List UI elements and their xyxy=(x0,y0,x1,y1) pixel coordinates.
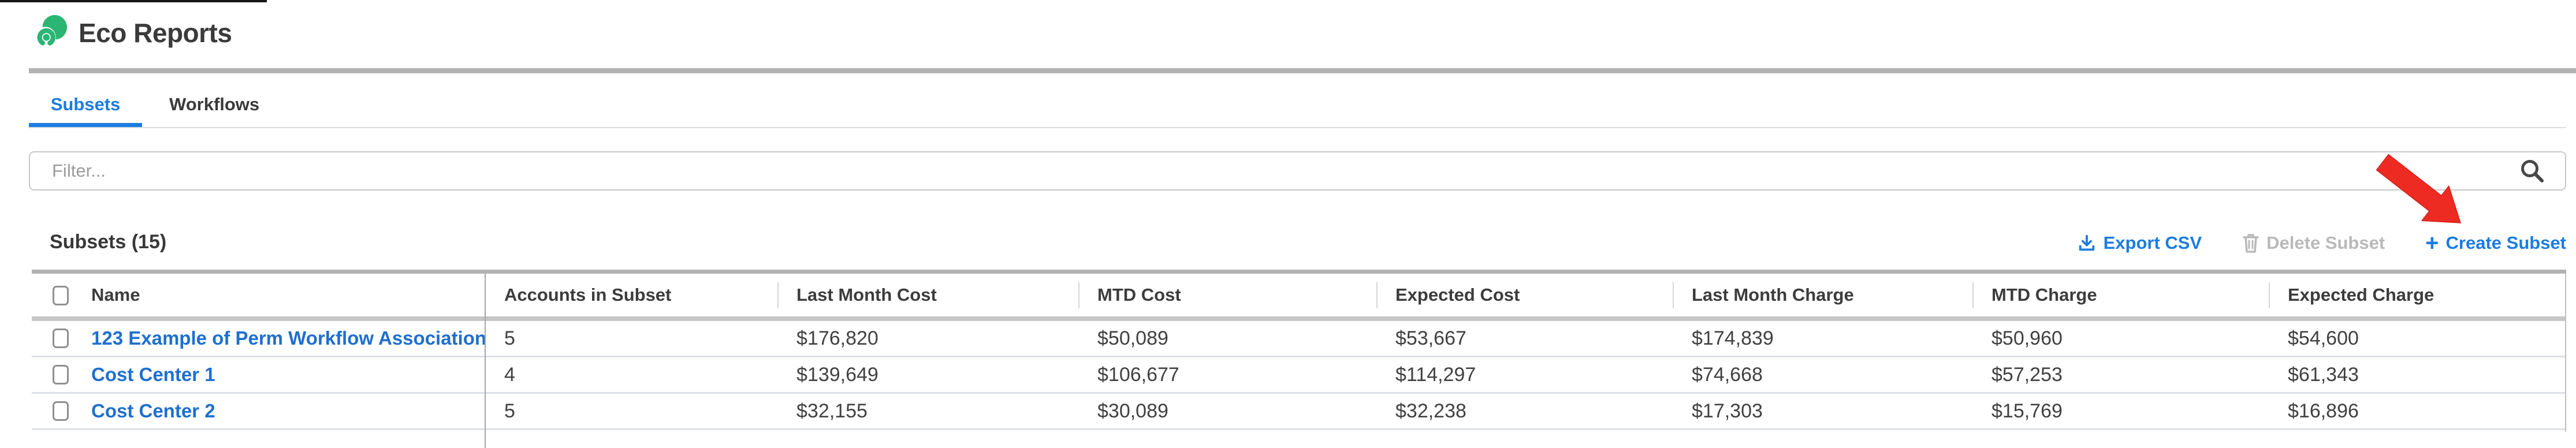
column-header-accounts-in-subset[interactable]: Accounts in Subset xyxy=(504,285,672,305)
cell-mtd-charge: $50,960 xyxy=(1991,327,2063,349)
filter-input[interactable] xyxy=(30,152,2519,189)
column-header-expected-cost[interactable]: Expected Cost xyxy=(1395,285,1520,305)
column-header-mtd-cost[interactable]: MTD Cost xyxy=(1097,285,1181,305)
cell-last-month-charge: $174,839 xyxy=(1692,327,1774,349)
annotation-arrow-icon xyxy=(2376,154,2461,223)
eco-logo-icon xyxy=(34,14,68,48)
cell-mtd-charge: $57,253 xyxy=(1991,363,2063,386)
column-header-last-month-cost[interactable]: Last Month Cost xyxy=(796,285,937,305)
pinned-column-divider xyxy=(485,274,486,448)
cell-accounts: 5 xyxy=(504,400,515,422)
cell-last-month-charge: $17,303 xyxy=(1692,400,1763,422)
cell-mtd-charge: $15,769 xyxy=(1991,400,2063,422)
cell-mtd-cost: $106,677 xyxy=(1097,363,1179,386)
subset-name-link[interactable]: 123 Example of Perm Workflow Association xyxy=(91,327,485,349)
table-top-border xyxy=(32,270,2566,274)
subsets-count-heading: Subsets (15) xyxy=(50,231,167,253)
header-column-resize-handle[interactable] xyxy=(777,282,779,308)
row-checkbox-cell xyxy=(32,401,91,421)
cell-expected-charge: $54,600 xyxy=(2288,327,2359,349)
tab-workflows[interactable]: Workflows xyxy=(169,94,260,114)
cell-last-month-cost: $32,155 xyxy=(796,400,868,422)
page-title: Eco Reports xyxy=(79,18,232,48)
tabs-divider xyxy=(29,127,2566,128)
cell-name: Cost Center 2 xyxy=(91,400,485,422)
delete-subset-label: Delete Subset xyxy=(2266,233,2385,253)
table-header-row: Name Accounts in Subset Last Month Cost … xyxy=(32,274,2566,316)
trash-icon xyxy=(2243,234,2259,253)
column-header-last-month-charge[interactable]: Last Month Charge xyxy=(1692,285,1854,305)
cell-name: Cost Center 1 xyxy=(91,364,485,386)
create-subset-label: Create Subset xyxy=(2445,233,2566,253)
table-actions: Export CSV Delete Subset + Create Subset xyxy=(2077,230,2566,256)
create-subset-button[interactable]: + Create Subset xyxy=(2425,230,2566,256)
cell-last-month-cost: $139,649 xyxy=(796,363,878,386)
table-body: 123 Example of Perm Workflow Association… xyxy=(32,321,2566,430)
subset-name-link[interactable]: Cost Center 1 xyxy=(91,364,215,385)
search-icon[interactable] xyxy=(2519,158,2545,184)
header-column-resize-handle[interactable] xyxy=(1972,282,1974,308)
header-column-resize-handle[interactable] xyxy=(1078,282,1079,308)
column-header-expected-charge[interactable]: Expected Charge xyxy=(2288,285,2434,305)
header-checkbox-cell xyxy=(32,285,91,306)
column-header-name[interactable]: Name xyxy=(91,285,140,305)
cell-expected-cost: $53,667 xyxy=(1395,327,1466,349)
row-checkbox[interactable] xyxy=(53,365,69,384)
column-header-mtd-charge[interactable]: MTD Charge xyxy=(1991,285,2097,305)
cell-expected-cost: $32,238 xyxy=(1395,400,1466,422)
cell-accounts: 4 xyxy=(504,363,515,386)
table-row: 123 Example of Perm Workflow Association… xyxy=(32,321,2566,357)
tab-subsets[interactable]: Subsets xyxy=(50,94,121,114)
select-all-checkbox[interactable] xyxy=(53,286,69,306)
active-tab-underline xyxy=(29,123,142,127)
top-horizontal-scrollbar[interactable] xyxy=(29,68,2576,73)
row-checkbox-cell xyxy=(32,365,91,384)
delete-subset-button[interactable]: Delete Subset xyxy=(2242,233,2385,253)
table-row: Cost Center 1 4 $139,649 $106,677 $114,297 $7… xyxy=(32,357,2566,394)
table-header-bottom-border xyxy=(32,316,2566,321)
table-row: Cost Center 2 5 $32,155 $30,089 $32,238 $17,3… xyxy=(32,394,2566,430)
cell-last-month-cost: $176,820 xyxy=(796,327,878,349)
header-column-resize-handle[interactable] xyxy=(1673,282,1674,308)
table-right-border xyxy=(2565,274,2566,432)
cell-expected-charge: $61,343 xyxy=(2288,363,2359,386)
export-csv-button[interactable]: Export CSV xyxy=(2077,233,2202,253)
header-column-resize-handle[interactable] xyxy=(1376,282,1378,308)
cell-mtd-cost: $30,089 xyxy=(1097,400,1168,422)
cell-mtd-cost: $50,089 xyxy=(1097,327,1168,349)
row-checkbox-cell xyxy=(32,328,91,348)
plus-icon: + xyxy=(2425,230,2439,256)
download-icon xyxy=(2079,234,2094,251)
subset-name-link[interactable]: Cost Center 2 xyxy=(91,400,215,421)
cell-expected-charge: $16,896 xyxy=(2288,400,2359,422)
export-csv-label: Export CSV xyxy=(2103,233,2202,253)
cell-expected-cost: $114,297 xyxy=(1395,363,1476,386)
filter-field[interactable] xyxy=(29,151,2566,191)
cell-accounts: 5 xyxy=(504,327,515,349)
row-checkbox[interactable] xyxy=(53,328,69,348)
row-checkbox[interactable] xyxy=(53,401,69,421)
cell-name: 123 Example of Perm Workflow Association xyxy=(91,327,485,349)
cell-last-month-charge: $74,668 xyxy=(1692,363,1763,386)
header-column-resize-handle[interactable] xyxy=(2269,282,2270,308)
window-edge-strip xyxy=(0,0,267,2)
